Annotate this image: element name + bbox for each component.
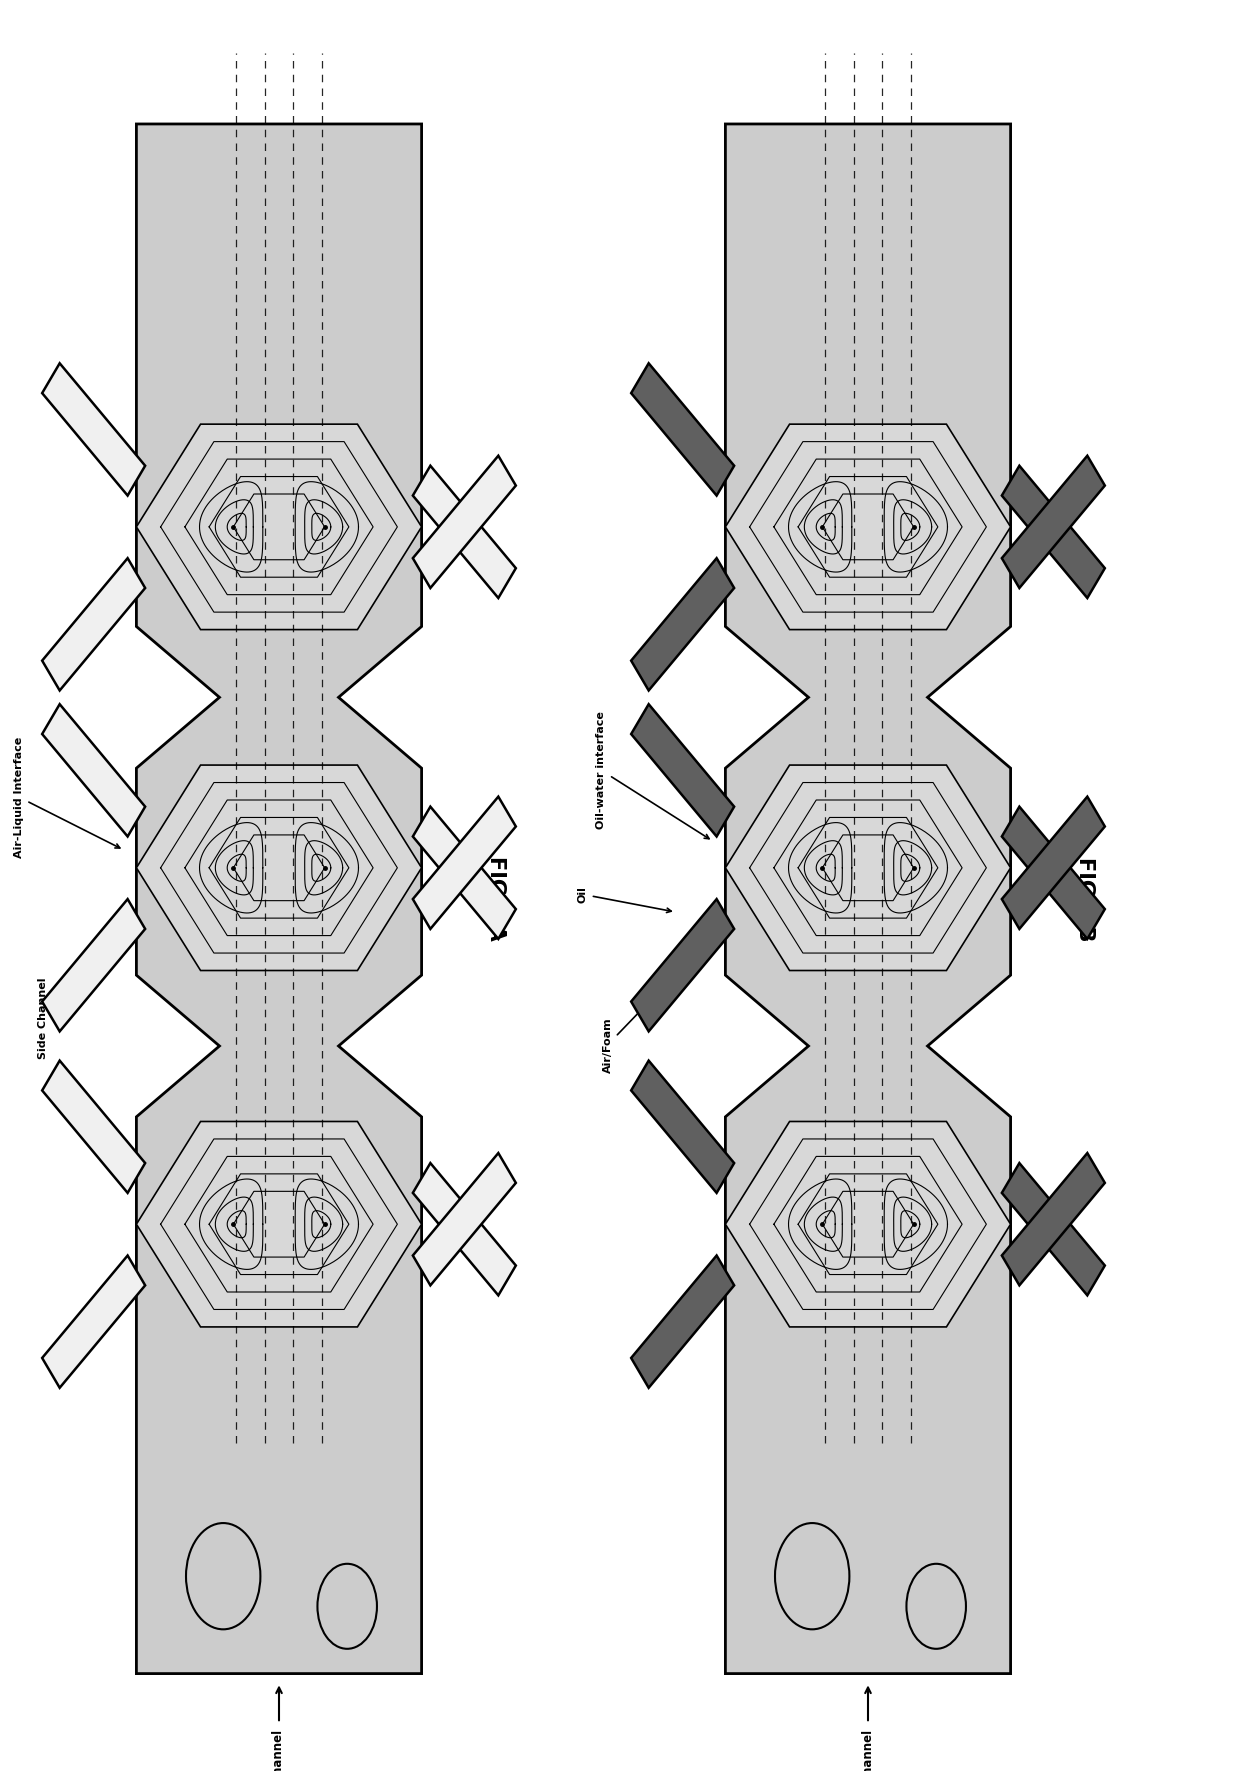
Polygon shape xyxy=(136,423,422,630)
Polygon shape xyxy=(1002,466,1105,599)
Polygon shape xyxy=(631,1061,734,1194)
Polygon shape xyxy=(1002,1153,1105,1286)
Polygon shape xyxy=(1002,1164,1105,1295)
Text: Oil-water interface: Oil-water interface xyxy=(596,712,709,839)
Polygon shape xyxy=(631,900,734,1031)
Text: Main Channel: Main Channel xyxy=(862,1730,874,1771)
Text: FIG. 3A: FIG. 3A xyxy=(486,857,506,940)
Polygon shape xyxy=(725,423,1011,630)
Polygon shape xyxy=(42,900,145,1031)
Text: Oil: Oil xyxy=(578,886,671,912)
Polygon shape xyxy=(725,765,1011,971)
Polygon shape xyxy=(631,558,734,691)
Text: Main Channel: Main Channel xyxy=(273,1730,285,1771)
Polygon shape xyxy=(413,806,516,939)
Polygon shape xyxy=(725,124,1011,1674)
Polygon shape xyxy=(42,1256,145,1388)
Polygon shape xyxy=(413,455,516,588)
Polygon shape xyxy=(413,1164,516,1295)
Polygon shape xyxy=(725,1121,1011,1326)
Polygon shape xyxy=(136,124,422,1674)
Polygon shape xyxy=(42,558,145,691)
Polygon shape xyxy=(631,363,734,496)
Text: Air/Foam: Air/Foam xyxy=(603,978,672,1073)
Polygon shape xyxy=(136,765,422,971)
Text: Air-Liquid Interface: Air-Liquid Interface xyxy=(14,737,120,857)
Polygon shape xyxy=(1002,797,1105,930)
Polygon shape xyxy=(1002,455,1105,588)
Polygon shape xyxy=(413,797,516,930)
Polygon shape xyxy=(631,1256,734,1388)
Polygon shape xyxy=(1002,806,1105,939)
Polygon shape xyxy=(42,363,145,496)
Text: FIG. 3B: FIG. 3B xyxy=(1075,857,1095,940)
Polygon shape xyxy=(413,466,516,599)
Polygon shape xyxy=(631,705,734,836)
Text: Side Channel: Side Channel xyxy=(38,942,103,1059)
Polygon shape xyxy=(413,1153,516,1286)
Polygon shape xyxy=(42,705,145,836)
Polygon shape xyxy=(42,1061,145,1194)
Polygon shape xyxy=(136,1121,422,1326)
